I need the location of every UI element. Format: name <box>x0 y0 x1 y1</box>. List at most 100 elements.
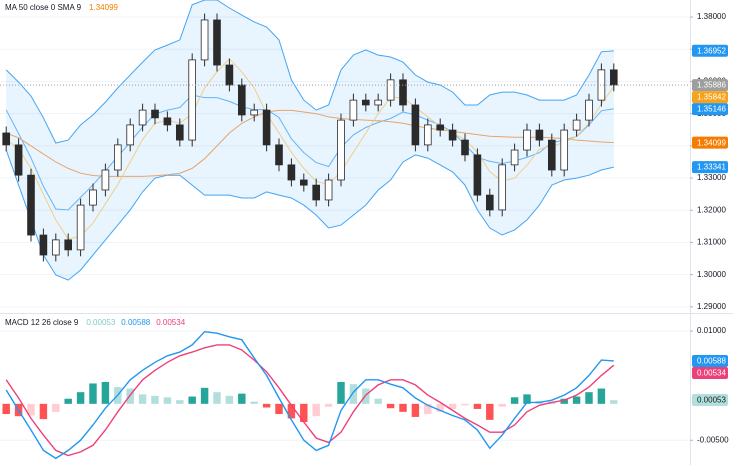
legend-background <box>2 317 192 329</box>
band-fill <box>6 0 614 281</box>
price-label-box <box>692 91 728 104</box>
histogram-bar <box>349 384 358 404</box>
histogram-bar <box>89 383 97 404</box>
histogram-bar <box>473 403 482 409</box>
histogram-bar <box>585 392 593 404</box>
legend: MACD 12 26 close 9 0.00053 0.00588 0.00534 <box>2 317 192 329</box>
candle-body <box>101 169 110 191</box>
y-tick-label: 1.29000 <box>697 302 726 311</box>
candle-body <box>337 119 345 181</box>
price-label: 1.36952 <box>697 46 726 55</box>
candle-body <box>448 129 457 141</box>
legend-value: 1.34099 <box>89 3 118 12</box>
y-tick-label: 1.30000 <box>697 270 726 279</box>
histogram-bar <box>138 394 147 404</box>
y-tick-label: 0.01000 <box>697 326 726 335</box>
candle-body <box>64 239 73 251</box>
candle-body <box>374 99 383 106</box>
price-label-box <box>692 355 728 368</box>
legend-background <box>2 2 124 14</box>
histogram-bar <box>510 397 519 404</box>
price-label: 1.35842 <box>697 93 726 102</box>
histogram-bar <box>225 395 234 404</box>
histogram-bar <box>424 403 432 415</box>
candle-body <box>89 189 97 206</box>
price-label-box <box>692 161 728 174</box>
price-label: 0.00534 <box>697 369 726 378</box>
histogram-bar <box>572 396 581 404</box>
candle-body <box>27 174 35 236</box>
candle-body <box>498 164 507 211</box>
ma-smoothing-line <box>5 58 615 240</box>
price-label-box <box>692 79 728 92</box>
signal-line <box>5 344 615 457</box>
legend-value: 0.00053 <box>86 318 115 327</box>
price-label: 0.00588 <box>697 357 726 366</box>
macd-line <box>5 330 614 460</box>
candle-body <box>2 132 11 146</box>
histogram-bar <box>64 398 72 404</box>
candle-body <box>585 99 593 121</box>
candle-body <box>287 164 296 181</box>
histogram-bar <box>151 395 159 404</box>
y-tick-label: 1.33000 <box>697 173 726 182</box>
legend-label: MA 50 close 0 SMA 9 <box>5 3 82 12</box>
histogram-bar <box>275 403 283 415</box>
candle-body <box>237 84 246 116</box>
y-tick-label: 1.32000 <box>697 205 726 214</box>
histogram-bar <box>52 403 60 412</box>
candle-body <box>485 194 494 211</box>
candle-body <box>14 144 23 176</box>
histogram-bar <box>337 381 345 404</box>
candle-body <box>76 204 85 251</box>
histogram-bar <box>287 403 296 419</box>
histogram-bar <box>498 403 506 407</box>
candle-body <box>39 234 48 256</box>
histogram-bar <box>250 401 258 404</box>
candle-body <box>523 129 531 151</box>
histogram-bar <box>176 400 184 404</box>
candle-body <box>386 79 395 101</box>
histogram-bar <box>163 397 172 404</box>
candle-body <box>572 119 581 131</box>
candle-body <box>299 179 308 186</box>
candle-body <box>250 109 259 116</box>
candle-body <box>349 99 358 121</box>
candle-body <box>436 124 445 131</box>
legend-value: 0.00534 <box>156 318 185 327</box>
candle-body <box>312 184 321 201</box>
y-tick-label: 1.31000 <box>697 238 726 247</box>
price-label: 0.00053 <box>697 396 726 405</box>
legend-label: MACD 12 26 close 9 <box>5 318 79 327</box>
candle-body <box>473 154 482 196</box>
candle-body <box>200 19 209 61</box>
y-tick-label: 1.38000 <box>697 12 726 21</box>
candle-body <box>151 109 159 119</box>
price-label-box <box>692 44 728 57</box>
histogram-bar <box>597 388 606 404</box>
histogram-bar <box>39 403 48 420</box>
histogram-bar <box>101 381 110 404</box>
histogram-bar <box>374 398 382 404</box>
candle-body <box>411 104 420 146</box>
histogram-bar <box>560 398 568 404</box>
price-label-box <box>692 103 728 116</box>
histogram-bar <box>399 403 407 412</box>
price-label: 1.35146 <box>697 105 726 114</box>
histogram-bar <box>411 403 420 417</box>
price-label-box <box>692 393 728 406</box>
histogram-bar <box>262 403 271 408</box>
candle-body <box>324 179 333 201</box>
histogram-bar <box>213 392 221 404</box>
price-label: 1.34099 <box>697 138 726 147</box>
histogram-bar <box>448 403 457 409</box>
bb-lower-line <box>5 149 614 281</box>
price-label: 1.33341 <box>697 163 726 172</box>
candle-body <box>399 79 407 106</box>
candle-body <box>510 149 519 166</box>
candle-body <box>138 109 147 126</box>
bb-upper-line <box>5 0 614 144</box>
histogram-bar <box>386 403 395 409</box>
